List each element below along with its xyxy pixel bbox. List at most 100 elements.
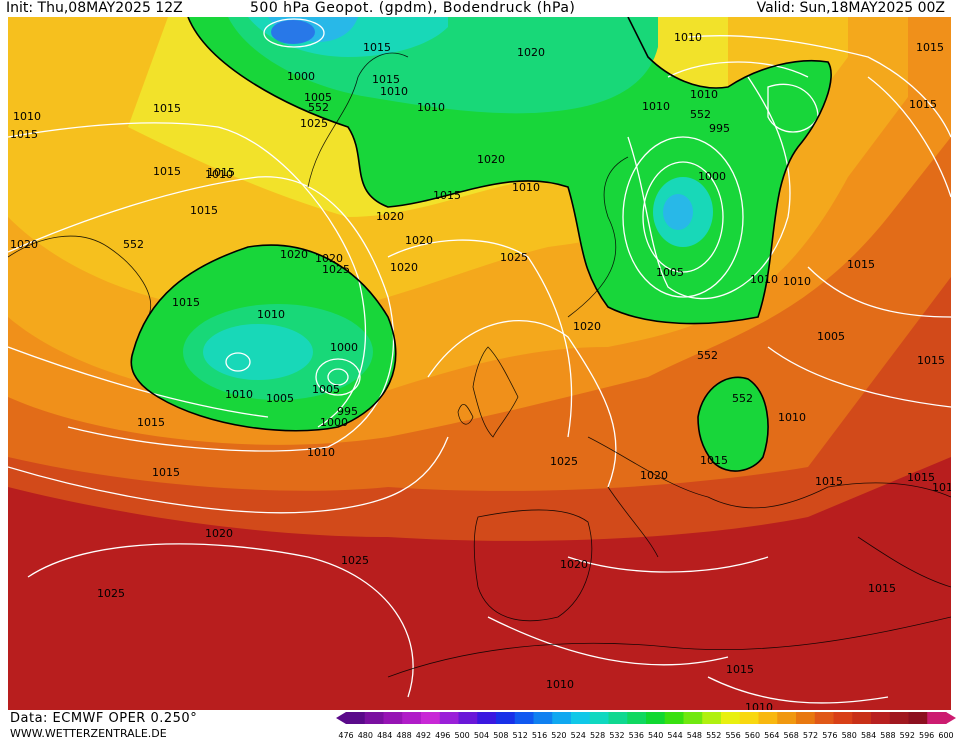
pressure-labels: 1015101010001020100555210251010101510101… [10, 31, 951, 710]
pressure-label: 1025 [322, 263, 350, 276]
pressure-label: 1020 [280, 248, 308, 261]
pressure-label: 1010 [750, 273, 778, 286]
pressure-label: 1000 [698, 170, 726, 183]
colorbar-tick-label: 580 [842, 731, 857, 740]
colorbar-tick-label: 496 [435, 731, 450, 740]
pressure-label: 1010 [257, 308, 285, 321]
pressure-label: 1015 [433, 189, 461, 202]
pressure-label: 1020 [315, 252, 343, 265]
pressure-label: 1015 [207, 166, 235, 179]
colorbar-tick-label: 540 [648, 731, 663, 740]
pressure-label: 1005 [304, 91, 332, 104]
pressure-label: 1025 [97, 587, 125, 600]
pressure-label: 995 [337, 405, 358, 418]
pressure-label: 552 [308, 101, 329, 114]
colorbar-cell [889, 712, 909, 724]
colorbar-cell [421, 712, 441, 724]
pressure-label: 1010 [674, 31, 702, 44]
pressure-label: 1010 [642, 100, 670, 113]
colorbar-cell [852, 712, 872, 724]
pressure-label: 1005 [817, 330, 845, 343]
pressure-label: 1010 [417, 101, 445, 114]
pressure-label: 552 [697, 349, 718, 362]
color-scale-bar: 476 480 484 488 492 496 500 504 508 512 516 520 524 5… [336, 712, 956, 740]
pressure-label: 1020 [205, 527, 233, 540]
pressure-label: 1025 [341, 554, 369, 567]
pressure-label: 1020 [517, 46, 545, 59]
pressure-label: 1015 [190, 204, 218, 217]
pressure-label: 1015 [847, 258, 875, 271]
pressure-label: 552 [690, 108, 711, 121]
pressure-label: 1015 [153, 165, 181, 178]
colorbar-cell [927, 712, 947, 724]
valid-time-label: Valid: Sun,18MAY2025 00Z [756, 0, 945, 16]
colorbar-cell [814, 712, 834, 724]
pressure-label: 552 [732, 392, 753, 405]
pressure-label: 1000 [320, 416, 348, 429]
colorbar-cell [458, 712, 478, 724]
isobar-lines [8, 18, 951, 704]
pressure-label: 1020 [640, 469, 668, 482]
colorbar-cell [871, 712, 891, 724]
pressure-label: 1025 [300, 117, 328, 130]
pressure-label: 1015 [137, 416, 165, 429]
colorbar-cell [533, 712, 553, 724]
map-low-blue [271, 20, 315, 44]
colorbar-cell [833, 712, 853, 724]
pressure-label: 1010 [546, 678, 574, 691]
pressure-label: 1020 [573, 320, 601, 333]
pressure-label: 1015 [815, 475, 843, 488]
pressure-label: 1015 [916, 41, 944, 54]
data-source-label: Data: ECMWF OPER 0.250° [10, 711, 198, 726]
height-contours [130, 17, 832, 472]
pressure-label: 995 [709, 122, 730, 135]
pressure-label: 1020 [376, 210, 404, 223]
colorbar-left-arrow [336, 712, 346, 724]
colorbar-cell [608, 712, 628, 724]
coastlines [8, 52, 951, 678]
colorbar-cell [758, 712, 778, 724]
colorbar-cell [477, 712, 497, 724]
colorbar-tick-label: 528 [590, 731, 605, 740]
pressure-label: 1015 [868, 582, 896, 595]
pressure-label: 1025 [550, 455, 578, 468]
colorbar-tick-label: 576 [822, 731, 837, 740]
colorbar-tick-label: 600 [938, 731, 953, 740]
colorbar-tick-label: 560 [745, 731, 760, 740]
pressure-label: 1015 [153, 102, 181, 115]
pressure-label: 1010 [13, 110, 41, 123]
colorbar-cell [908, 712, 928, 724]
colorbar-tick-label: 484 [377, 731, 392, 740]
colorbar-tick-label: 504 [474, 731, 489, 740]
colorbar-tick-label: 532 [609, 731, 624, 740]
pressure-label: 1005 [266, 392, 294, 405]
pressure-label: 1005 [312, 383, 340, 396]
pressure-label: 1015 [909, 98, 937, 111]
pressure-label: 1015 [363, 41, 391, 54]
colorbar-tick-label: 516 [532, 731, 547, 740]
colorbar-tick-label: 520 [551, 731, 566, 740]
pressure-label: 552 [123, 238, 144, 251]
pressure-label: 1020 [405, 234, 433, 247]
pressure-label: 1005 [656, 266, 684, 279]
map-cutoff-green-balkans [698, 377, 768, 472]
colorbar-tick-label: 568 [784, 731, 799, 740]
colorbar-tick-label: 544 [667, 731, 682, 740]
pressure-label: 1010 [380, 85, 408, 98]
colorbar-tick-label: 492 [416, 731, 431, 740]
colorbar-cell [383, 712, 403, 724]
pressure-label: 1020 [10, 238, 38, 251]
colorbar-tick-label: 512 [513, 731, 528, 740]
pressure-label: 1020 [560, 558, 588, 571]
colorbar-tick-label: 548 [687, 731, 702, 740]
website-label: WWW.WETTERZENTRALE.DE [10, 727, 167, 740]
pressure-label: 1000 [287, 70, 315, 83]
colorbar-cell [439, 712, 459, 724]
colorbar-tick-label: 476 [338, 731, 353, 740]
pressure-label: 1010 [205, 168, 233, 181]
colorbar-cell [796, 712, 816, 724]
colorbar-tick-label: 536 [629, 731, 644, 740]
colorbar-cell [364, 712, 384, 724]
pressure-label: 1010 [745, 701, 773, 710]
colorbar-tick-label: 592 [900, 731, 915, 740]
